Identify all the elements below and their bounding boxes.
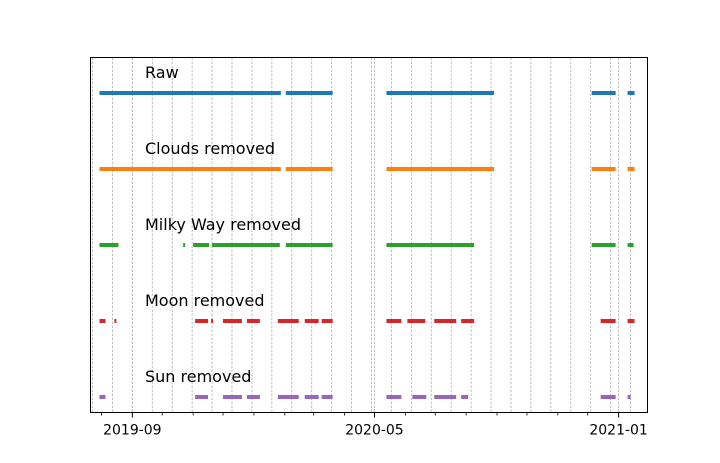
series-row: Milky Way removed (99, 215, 634, 247)
coverage-segment (321, 395, 333, 399)
coverage-segment (386, 167, 495, 171)
coverage-segment (627, 167, 635, 171)
coverage-segment (407, 319, 426, 323)
series-row: Clouds removed (99, 139, 635, 171)
coverage-segment (223, 319, 242, 323)
series-label: Sun removed (145, 367, 251, 386)
series-row: Raw (99, 63, 635, 95)
x-tick-label: 2021-01 (589, 423, 648, 439)
coverage-segment (434, 319, 457, 323)
coverage-segment (246, 319, 260, 323)
coverage-segment (99, 319, 106, 323)
series-label: Clouds removed (145, 139, 275, 158)
coverage-segment (600, 319, 616, 323)
coverage-segment (193, 243, 210, 247)
coverage-segment (627, 319, 635, 323)
series-row: Moon removed (99, 291, 635, 323)
coverage-segment (386, 319, 402, 323)
coverage-segment (99, 91, 281, 95)
series-label: Raw (145, 63, 179, 82)
coverage-segment (99, 167, 281, 171)
plot-frame (90, 57, 648, 413)
coverage-segment (195, 395, 209, 399)
coverage-segment (627, 243, 634, 247)
x-axis: 2019-09 2020-05 2021-01 (101, 412, 648, 439)
coverage-segment (321, 319, 333, 323)
coverage-segment (246, 395, 260, 399)
coverage-segment (183, 243, 186, 247)
coverage-segment (461, 395, 469, 399)
coverage-segment (386, 395, 402, 399)
coverage-segment (434, 395, 457, 399)
coverage-segment (386, 243, 475, 247)
coverage-segment (461, 319, 475, 323)
coverage-segment (285, 243, 333, 247)
series-label: Milky Way removed (145, 215, 301, 234)
series-label: Moon removed (145, 291, 265, 310)
coverage-segment (99, 243, 119, 247)
coverage-segment (114, 319, 117, 323)
coverage-segment (386, 91, 495, 95)
coverage-segment (591, 91, 616, 95)
x-tick-label: 2019-09 (103, 423, 162, 439)
coverage-segment (591, 167, 616, 171)
coverage-segment (304, 395, 319, 399)
coverage-segment (285, 167, 333, 171)
coverage-segment (195, 319, 209, 323)
coverage-segment (99, 395, 106, 399)
coverage-segment (223, 395, 242, 399)
grid-layer (92, 57, 631, 413)
coverage-segment (591, 243, 616, 247)
coverage-segment (285, 91, 333, 95)
series-layer: Raw Clouds removed Milky Way removed Moon r… (99, 63, 635, 399)
coverage-segment (211, 319, 214, 323)
series-row: Sun removed (99, 367, 631, 399)
coverage-segment (627, 395, 631, 399)
coverage-segment (627, 91, 635, 95)
coverage-segment (412, 395, 427, 399)
x-tick-label: 2020-05 (345, 423, 404, 439)
coverage-segment (277, 395, 299, 399)
coverage-segment (304, 319, 319, 323)
coverage-segment (277, 319, 299, 323)
coverage-segment (600, 395, 616, 399)
coverage-segment (212, 243, 280, 247)
